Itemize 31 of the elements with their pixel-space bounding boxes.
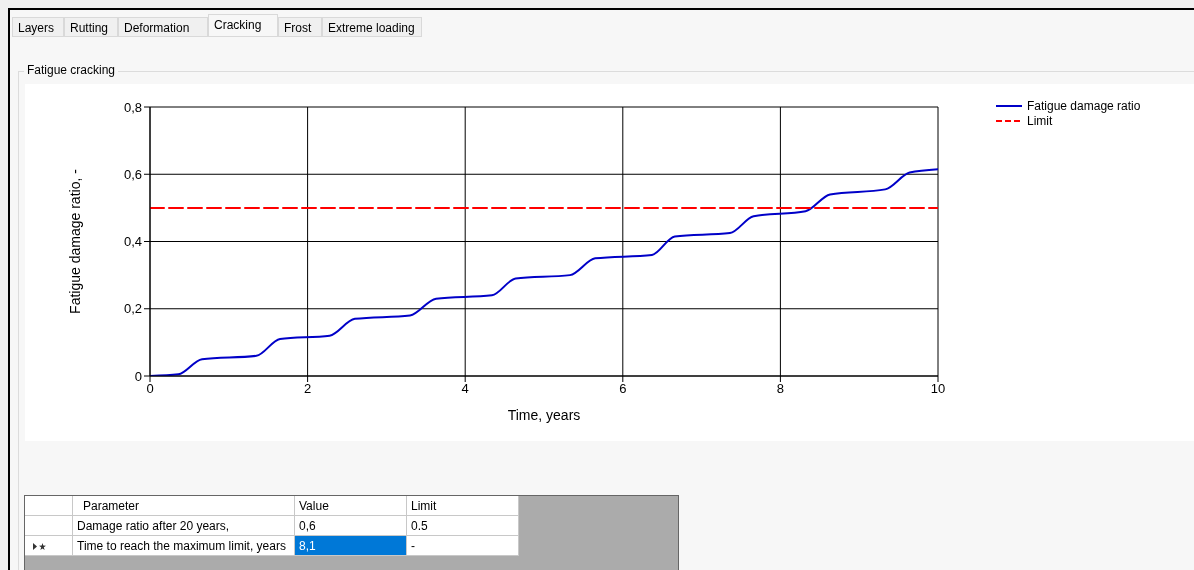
text: Time to reach the maximum limit, years bbox=[73, 536, 295, 556]
x-tick-label: 0 bbox=[146, 381, 154, 397]
y-tick-label: 0 bbox=[134, 368, 142, 384]
text: 0,6 bbox=[295, 516, 407, 536]
x-tick-label: 6 bbox=[619, 381, 627, 397]
y-axis-title: Fatigue damage ratio, - bbox=[66, 168, 83, 314]
y-tick-label: 0,8 bbox=[123, 99, 142, 115]
legend-label: Limit bbox=[1027, 113, 1053, 128]
x-tick-label: 4 bbox=[461, 381, 469, 397]
text: Value bbox=[295, 496, 407, 516]
text: Rutting bbox=[64, 17, 118, 37]
text: 0.5 bbox=[407, 516, 519, 536]
text: Deformation bbox=[118, 17, 208, 37]
text: Limit bbox=[407, 496, 519, 516]
text: Cracking bbox=[208, 14, 278, 37]
y-tick-label: 0,4 bbox=[123, 234, 142, 250]
text: Layers bbox=[12, 17, 64, 37]
y-tick-label: 0,6 bbox=[123, 166, 142, 182]
x-tick-label: 10 bbox=[930, 381, 946, 397]
text: Frost bbox=[278, 17, 322, 37]
x-axis-title: Time, years bbox=[507, 407, 581, 423]
text: - bbox=[407, 536, 519, 556]
text: Parameter bbox=[73, 496, 295, 516]
legend-label: Fatigue damage ratio bbox=[1027, 98, 1141, 113]
x-tick-label: 8 bbox=[776, 381, 785, 397]
x-tick-label: 2 bbox=[303, 381, 312, 397]
text: Damage ratio after 20 years, bbox=[73, 516, 295, 536]
text: Extreme loading bbox=[322, 17, 422, 37]
y-tick-label: 0,2 bbox=[123, 301, 142, 317]
text: Fatigue cracking bbox=[24, 63, 119, 77]
text: 8,1 bbox=[295, 536, 407, 556]
